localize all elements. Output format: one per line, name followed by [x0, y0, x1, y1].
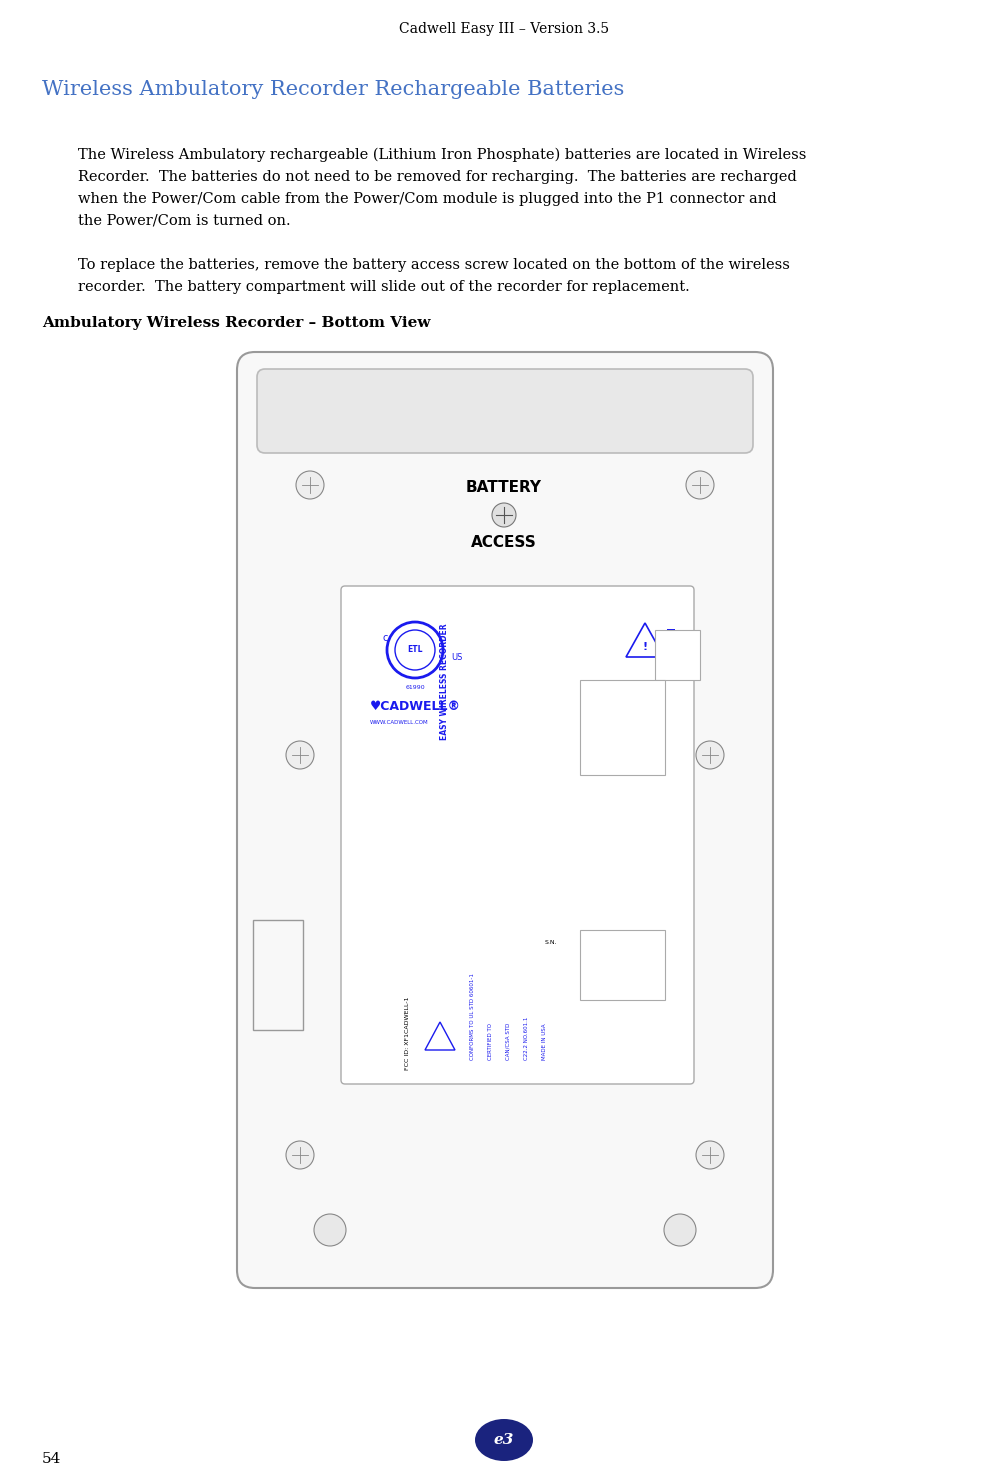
- Text: CONFORMS TO UL STD 60601-1: CONFORMS TO UL STD 60601-1: [470, 973, 475, 1060]
- Text: EASY WIRELESS RECORDER: EASY WIRELESS RECORDER: [440, 624, 449, 740]
- Text: Ambulatory Wireless Recorder – Bottom View: Ambulatory Wireless Recorder – Bottom Vi…: [42, 316, 430, 330]
- Text: Cadwell Easy III – Version 3.5: Cadwell Easy III – Version 3.5: [399, 22, 609, 35]
- Circle shape: [696, 1141, 724, 1169]
- Text: Recorder.  The batteries do not need to be removed for recharging.  The batterie: Recorder. The batteries do not need to b…: [78, 170, 796, 183]
- Text: !: !: [642, 641, 647, 652]
- Text: BATTERY: BATTERY: [466, 480, 542, 495]
- Text: ACCESS: ACCESS: [471, 535, 537, 550]
- Polygon shape: [425, 1021, 455, 1049]
- Circle shape: [664, 1213, 696, 1246]
- Bar: [253, 919, 303, 1030]
- Text: 54: 54: [42, 1451, 61, 1466]
- Text: WWW.CADWELL.COM: WWW.CADWELL.COM: [370, 720, 428, 726]
- Text: MADE IN USA: MADE IN USA: [542, 1023, 547, 1060]
- Text: FCC ID: XF1CADWELL-1: FCC ID: XF1CADWELL-1: [405, 996, 410, 1070]
- Text: 61990: 61990: [405, 684, 424, 690]
- Text: CERTIFIED TO: CERTIFIED TO: [488, 1023, 493, 1060]
- Text: C22.2 NO.601.1: C22.2 NO.601.1: [524, 1017, 529, 1060]
- Circle shape: [686, 471, 714, 500]
- Circle shape: [387, 622, 443, 678]
- Text: recorder.  The battery compartment will slide out of the recorder for replacemen: recorder. The battery compartment will s…: [78, 279, 689, 294]
- Circle shape: [314, 1213, 346, 1246]
- Circle shape: [492, 503, 516, 528]
- Text: e3: e3: [494, 1434, 514, 1447]
- Polygon shape: [626, 624, 664, 658]
- Ellipse shape: [475, 1419, 533, 1460]
- Text: when the Power/Com cable from the Power/Com module is plugged into the P1 connec: when the Power/Com cable from the Power/…: [78, 192, 776, 205]
- Bar: [655, 630, 700, 680]
- Text: the Power/Com is turned on.: the Power/Com is turned on.: [78, 214, 290, 228]
- Bar: [580, 930, 665, 1001]
- Circle shape: [286, 740, 314, 769]
- Bar: [667, 630, 675, 653]
- FancyBboxPatch shape: [237, 352, 773, 1287]
- FancyBboxPatch shape: [341, 585, 694, 1083]
- Text: Wireless Ambulatory Recorder Rechargeable Batteries: Wireless Ambulatory Recorder Rechargeabl…: [42, 80, 624, 99]
- Text: CAN/CSA STD: CAN/CSA STD: [506, 1023, 511, 1060]
- Circle shape: [286, 1141, 314, 1169]
- Text: US: US: [451, 653, 463, 662]
- Text: To replace the batteries, remove the battery access screw located on the bottom : To replace the batteries, remove the bat…: [78, 259, 790, 272]
- Text: ♥CADWELL®: ♥CADWELL®: [370, 701, 461, 712]
- Circle shape: [395, 630, 435, 670]
- Text: ETL: ETL: [407, 646, 422, 655]
- Text: S.N.: S.N.: [545, 940, 557, 944]
- Text: c: c: [382, 633, 388, 643]
- FancyBboxPatch shape: [257, 370, 753, 452]
- Circle shape: [696, 740, 724, 769]
- Text: The Wireless Ambulatory rechargeable (Lithium Iron Phosphate) batteries are loca: The Wireless Ambulatory rechargeable (Li…: [78, 148, 806, 163]
- Bar: [580, 680, 665, 774]
- Circle shape: [296, 471, 324, 500]
